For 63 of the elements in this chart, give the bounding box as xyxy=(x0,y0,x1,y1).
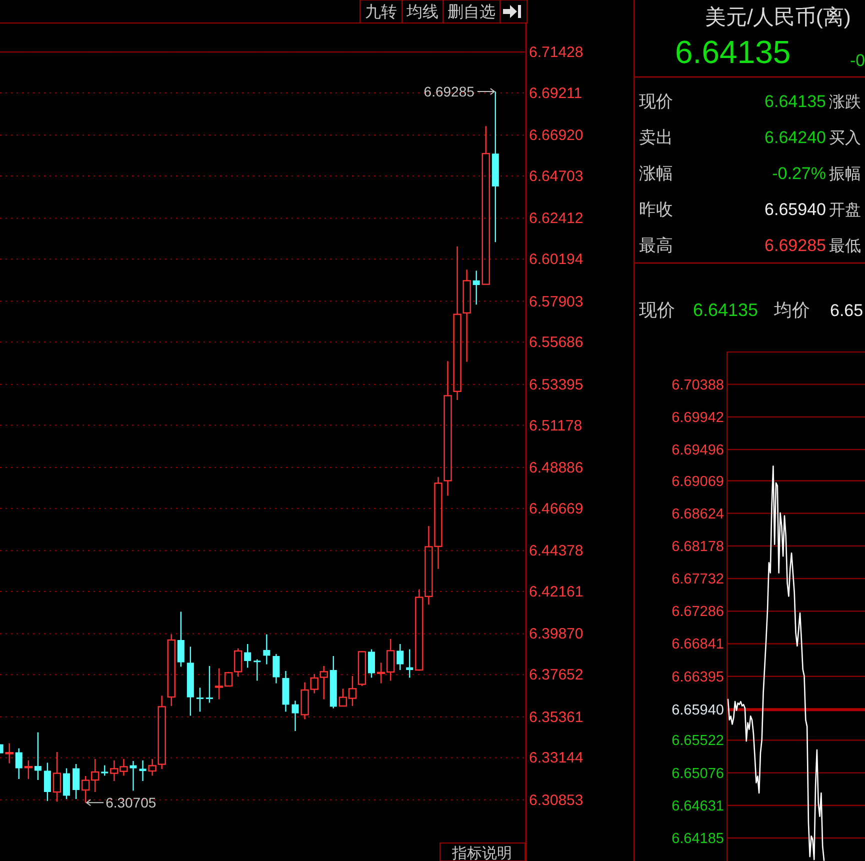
text: 6.64240 xyxy=(764,128,826,147)
y-tick-label: 6.62412 xyxy=(529,210,584,228)
y-tick-label: 6.48886 xyxy=(529,460,584,477)
text: 6.69285 xyxy=(764,236,826,255)
text: 删自选 xyxy=(448,3,496,21)
text: 现价 xyxy=(639,300,675,320)
text: 6.64135 xyxy=(764,92,826,111)
y-tick-label: 6.69211 xyxy=(529,84,582,102)
annotation: 指标说明 xyxy=(451,845,512,861)
y-tick-label: 6.46669 xyxy=(529,500,584,518)
y-tick-label: 6.57903 xyxy=(529,293,584,310)
y-tick-label: 6.60194 xyxy=(529,251,584,268)
y-tick-label: 6.44378 xyxy=(529,542,584,560)
y-tick-label: 6.69069 xyxy=(672,474,724,490)
y-tick-label: 6.69496 xyxy=(672,442,724,459)
y-tick-label: 6.33144 xyxy=(529,750,584,767)
text: 开盘 xyxy=(829,202,861,219)
y-tick-label: 6.67286 xyxy=(672,604,724,620)
y-tick-label: 6.65522 xyxy=(672,733,724,750)
y-tick-label: 6.66395 xyxy=(672,669,724,686)
y-tick-label: 6.51178 xyxy=(529,417,582,434)
text: 涨幅 xyxy=(639,164,673,183)
y-tick-label: 6.30853 xyxy=(529,792,584,809)
y-tick-label: 6.70388 xyxy=(672,377,724,394)
text: 昨收 xyxy=(639,200,673,219)
y-tick-label: 6.39870 xyxy=(529,626,584,643)
y-tick-label: 6.71428 xyxy=(529,44,584,61)
y-tick-label: 6.64185 xyxy=(672,830,724,847)
y-tick-label: 6.67732 xyxy=(672,572,724,588)
text: 均线 xyxy=(406,3,438,21)
text: 美元/人民币(离) xyxy=(705,6,851,29)
y-tick-label: 6.37652 xyxy=(529,666,584,684)
text: 九转 xyxy=(365,3,397,21)
text: 现价 xyxy=(639,92,673,111)
text: 最高 xyxy=(639,236,673,255)
y-tick-label: 6.35361 xyxy=(529,708,584,726)
y-tick-label: 6.55686 xyxy=(529,334,584,352)
y-tick-label: 6.68178 xyxy=(672,538,724,555)
y-tick-label: 6.42161 xyxy=(529,583,584,600)
annotation: 6.30705 xyxy=(106,794,156,811)
y-tick-label: 6.69942 xyxy=(672,410,724,426)
y-tick-label: 6.65940 xyxy=(672,702,724,719)
y-tick-label: 6.68624 xyxy=(672,506,724,522)
text: 最低 xyxy=(829,238,861,255)
text: -0 xyxy=(850,51,865,70)
text: 6.64135 xyxy=(675,34,791,70)
y-tick-label: 6.53395 xyxy=(529,376,584,394)
y-tick-label: 6.66841 xyxy=(672,636,724,653)
y-tick-label: 6.65076 xyxy=(672,766,724,782)
line-series xyxy=(727,465,825,861)
y-tick-label: 6.64631 xyxy=(672,798,724,814)
text: 6.64135 xyxy=(693,300,758,320)
text: 买入 xyxy=(829,129,861,147)
annotation: 6.69285 xyxy=(424,84,475,100)
y-tick-label: 6.66920 xyxy=(529,127,584,144)
text: 卖出 xyxy=(639,128,673,147)
text: 涨跌 xyxy=(829,93,861,111)
text: -0.27% xyxy=(772,164,826,183)
text: 振幅 xyxy=(829,166,861,183)
text: 均价 xyxy=(773,300,810,320)
text: 6.65940 xyxy=(764,200,826,219)
text: 6.65 xyxy=(830,301,864,320)
y-tick-label: 6.64703 xyxy=(529,168,584,185)
